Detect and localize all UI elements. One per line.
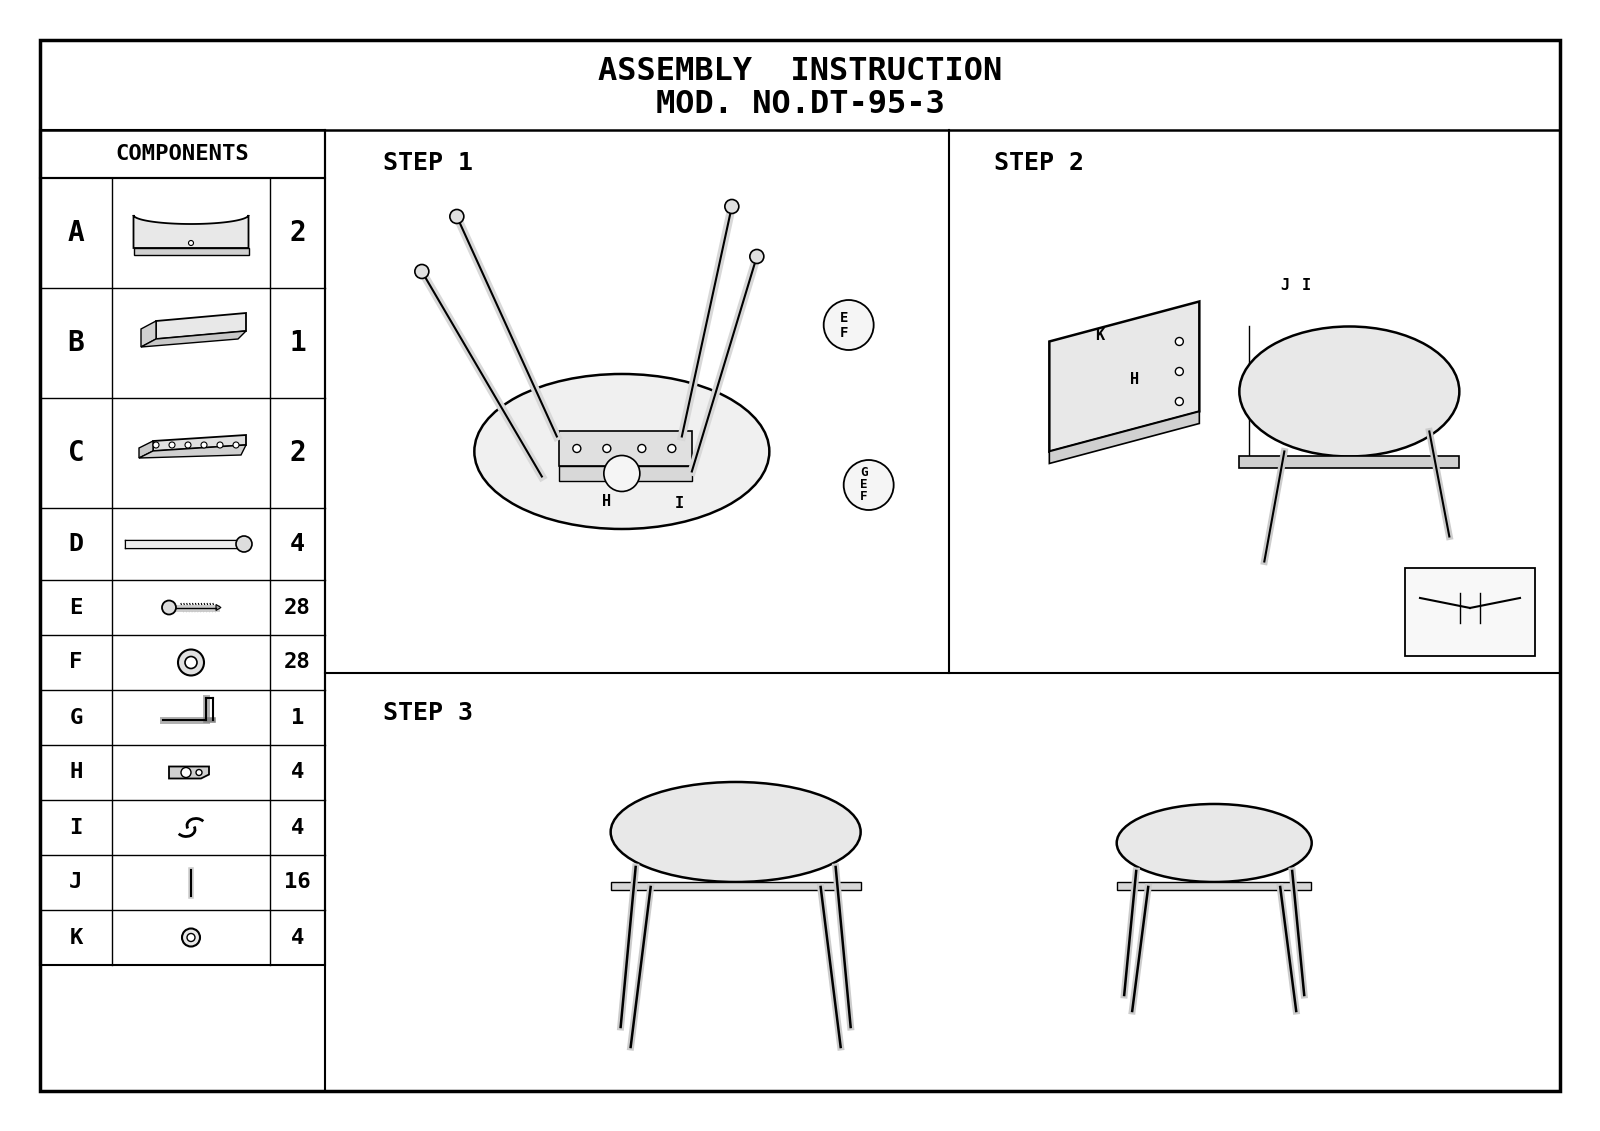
Text: MOD. NO.DT-95-3: MOD. NO.DT-95-3: [656, 89, 944, 120]
Circle shape: [603, 456, 640, 492]
Polygon shape: [1240, 457, 1459, 468]
Text: G: G: [69, 708, 83, 727]
Text: 2: 2: [290, 439, 306, 467]
Circle shape: [1176, 397, 1184, 406]
Text: I: I: [69, 818, 83, 837]
Text: STEP 1: STEP 1: [382, 152, 474, 175]
Circle shape: [1176, 337, 1184, 345]
Text: C: C: [67, 439, 85, 467]
Text: 4: 4: [291, 762, 304, 783]
Circle shape: [181, 768, 190, 777]
Text: 4: 4: [291, 927, 304, 948]
Circle shape: [234, 442, 238, 448]
Polygon shape: [139, 441, 154, 458]
Polygon shape: [139, 444, 246, 458]
Polygon shape: [558, 432, 691, 466]
Circle shape: [603, 444, 611, 452]
Text: STEP 3: STEP 3: [382, 701, 474, 725]
Text: F: F: [859, 491, 867, 503]
Polygon shape: [170, 767, 210, 778]
Circle shape: [162, 601, 176, 614]
Circle shape: [182, 929, 200, 947]
Text: E: E: [69, 597, 83, 618]
Polygon shape: [216, 604, 221, 611]
Circle shape: [195, 769, 202, 776]
Polygon shape: [154, 435, 246, 451]
Circle shape: [202, 442, 206, 448]
Text: COMPONENTS: COMPONENTS: [115, 144, 250, 164]
Polygon shape: [1050, 412, 1200, 464]
Circle shape: [843, 460, 894, 510]
Circle shape: [573, 444, 581, 452]
Ellipse shape: [611, 782, 861, 882]
Circle shape: [450, 209, 464, 224]
Text: 2: 2: [290, 219, 306, 247]
Circle shape: [186, 656, 197, 668]
Text: E: E: [840, 311, 848, 325]
Text: D: D: [69, 532, 83, 556]
Polygon shape: [141, 321, 157, 347]
Ellipse shape: [1240, 327, 1459, 457]
Polygon shape: [133, 248, 248, 254]
Text: A: A: [67, 219, 85, 247]
Text: 16: 16: [285, 872, 310, 892]
Text: I: I: [1302, 277, 1310, 293]
Polygon shape: [611, 882, 861, 890]
Text: 28: 28: [285, 653, 310, 673]
Text: 4: 4: [290, 532, 306, 556]
Text: H: H: [69, 762, 83, 783]
Text: 28: 28: [285, 597, 310, 618]
Circle shape: [178, 649, 205, 675]
Text: 4: 4: [291, 818, 304, 837]
Circle shape: [638, 444, 646, 452]
Text: STEP 2: STEP 2: [994, 152, 1083, 175]
Text: K: K: [1094, 328, 1104, 343]
Polygon shape: [1050, 302, 1200, 451]
Text: I: I: [674, 497, 683, 511]
Polygon shape: [125, 539, 243, 549]
Text: H: H: [602, 494, 611, 509]
Circle shape: [667, 444, 675, 452]
Text: B: B: [67, 329, 85, 357]
Text: J: J: [69, 872, 83, 892]
Circle shape: [218, 442, 222, 448]
Polygon shape: [157, 313, 246, 339]
Circle shape: [187, 933, 195, 941]
Text: E: E: [859, 478, 867, 492]
Text: F: F: [69, 653, 83, 673]
Text: F: F: [840, 326, 848, 340]
Circle shape: [170, 442, 174, 448]
Circle shape: [154, 442, 158, 448]
Bar: [1405, 568, 1534, 656]
Text: J: J: [1280, 277, 1290, 293]
Circle shape: [750, 250, 763, 264]
Ellipse shape: [1117, 804, 1312, 882]
Circle shape: [414, 265, 429, 278]
Ellipse shape: [474, 374, 770, 529]
Text: G: G: [859, 466, 867, 478]
Text: J: J: [618, 469, 627, 484]
Circle shape: [189, 241, 194, 245]
Text: 1: 1: [290, 329, 306, 357]
Text: K: K: [69, 927, 83, 948]
Circle shape: [1176, 368, 1184, 375]
Text: H: H: [1130, 372, 1139, 388]
Polygon shape: [1117, 882, 1310, 890]
Bar: [40, 178, 325, 965]
Circle shape: [186, 442, 190, 448]
Text: 1: 1: [291, 708, 304, 727]
Bar: [40, 40, 1560, 130]
Polygon shape: [133, 215, 248, 248]
Circle shape: [824, 300, 874, 349]
Text: ASSEMBLY  INSTRUCTION: ASSEMBLY INSTRUCTION: [598, 57, 1002, 87]
Polygon shape: [558, 466, 691, 482]
Circle shape: [237, 536, 253, 552]
Bar: [40, 130, 325, 178]
Polygon shape: [141, 331, 246, 347]
Circle shape: [725, 199, 739, 214]
